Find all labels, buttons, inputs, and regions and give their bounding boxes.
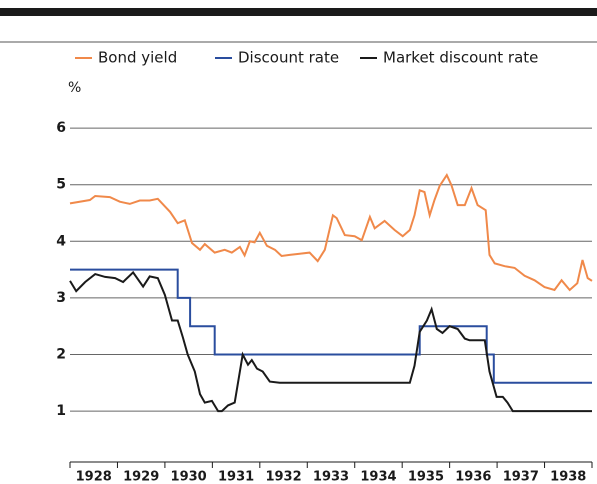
header-bar [0,8,597,16]
y-tick-label: 4 [56,233,66,249]
x-tick-label: 1936 [455,470,491,484]
legend-label: Market discount rate [383,49,538,67]
x-tick-label: 1931 [218,470,254,484]
y-tick-label: 1 [56,403,66,419]
y-tick-label: 3 [56,290,66,306]
x-tick-label: 1935 [408,470,444,484]
y-tick-label: 6 [56,120,66,136]
x-tick-label: 1933 [313,470,349,484]
y-unit: % [68,80,81,96]
x-tick-label: 1934 [360,470,396,484]
x-tick-label: 1928 [76,470,112,484]
x-tick-label: 1937 [503,470,539,484]
y-tick-label: 5 [56,177,66,193]
x-tick-label: 1930 [171,470,207,484]
y-tick-label: 2 [56,346,66,362]
x-tick-label: 1938 [550,470,586,484]
legend-label: Discount rate [238,49,339,67]
legend-label: Bond yield [98,49,177,67]
series-line [69,270,592,413]
x-tick-label: 1932 [265,470,301,484]
series-line [70,268,592,384]
series-line [69,173,593,292]
x-tick-label: 1929 [123,470,159,484]
